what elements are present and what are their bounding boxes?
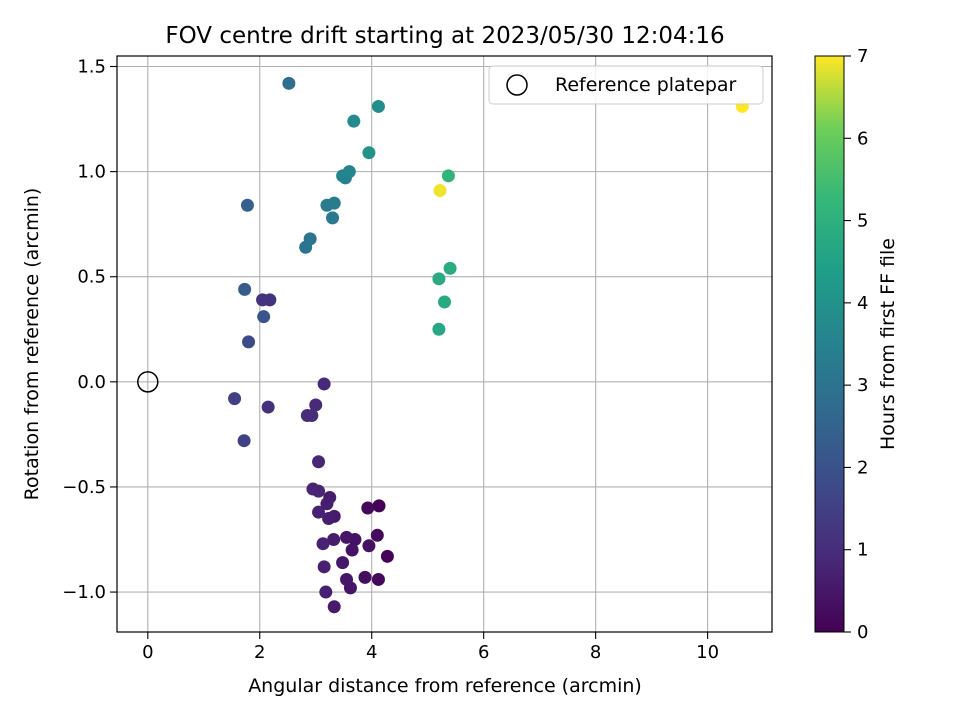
colorbar-tick-label: 3 (857, 375, 868, 396)
axis-ticks: 0 2 4 6 8 10 −1.0 −0.5 0.0 0.5 1.0 1.5 (62, 57, 719, 663)
data-point (371, 99, 385, 113)
data-point (432, 272, 446, 286)
data-point (370, 528, 384, 542)
plot-frame (116, 55, 773, 633)
data-point (309, 398, 323, 412)
y-tick-label: 1.0 (77, 162, 106, 183)
data-point (327, 533, 341, 547)
data-point (441, 169, 455, 183)
data-point (300, 408, 314, 422)
data-point (282, 76, 296, 90)
colorbar-tick-label: 0 (857, 622, 868, 643)
y-tick-label: 1.5 (77, 57, 106, 78)
x-tick-label: 6 (478, 642, 489, 663)
x-tick-label: 0 (142, 642, 153, 663)
data-point (256, 293, 270, 307)
colorbar-tick-label: 5 (857, 211, 868, 232)
data-point (322, 511, 336, 525)
data-point (317, 377, 331, 391)
data-point (317, 560, 331, 574)
colorbar-tick-label: 4 (857, 293, 868, 314)
data-point (438, 295, 451, 309)
data-point (306, 482, 320, 496)
colorbar: 0 1 2 3 4 5 6 7 Hours from first FF file (814, 46, 899, 643)
data-point (327, 600, 341, 614)
data-point (340, 530, 354, 544)
chart-title: FOV centre drift starting at 2023/05/30 … (165, 23, 724, 49)
x-tick-label: 10 (696, 642, 719, 663)
data-point (326, 211, 340, 225)
data-point (345, 543, 359, 557)
data-point (320, 497, 334, 511)
colorbar-tick-label: 1 (857, 540, 868, 561)
data-point (361, 501, 375, 515)
legend: Reference platepar (488, 65, 764, 105)
data-point (340, 572, 354, 586)
colorbar-tick-label: 2 (857, 457, 868, 478)
data-point (316, 537, 330, 551)
legend-box (488, 65, 764, 105)
data-point (240, 198, 254, 212)
data-point (372, 499, 386, 513)
data-point (257, 310, 271, 324)
scatter-points (228, 76, 749, 614)
data-point (319, 585, 333, 599)
data-point (312, 505, 326, 519)
y-tick-label: 0.5 (77, 267, 106, 288)
data-point (237, 434, 251, 448)
data-point (261, 400, 275, 414)
grid-lines (117, 56, 772, 632)
data-point (303, 232, 317, 246)
data-point (380, 549, 394, 563)
data-point (432, 322, 446, 336)
data-point (347, 114, 361, 128)
data-point (327, 196, 341, 210)
data-point (362, 539, 376, 553)
data-point (362, 146, 376, 160)
y-tick-label: −0.5 (62, 477, 106, 498)
y-tick-label: −1.0 (62, 582, 106, 603)
colorbar-gradient (814, 55, 845, 633)
y-tick-label: 0.0 (77, 372, 106, 393)
data-point (336, 556, 350, 570)
data-point (443, 261, 457, 275)
data-point (228, 392, 242, 406)
x-tick-label: 8 (590, 642, 601, 663)
colorbar-ticks: 0 1 2 3 4 5 6 7 (844, 46, 868, 643)
data-point (358, 570, 372, 584)
colorbar-tick-label: 6 (857, 128, 868, 149)
data-point (433, 184, 447, 198)
data-point (342, 165, 356, 179)
data-point (242, 335, 256, 349)
colorbar-label: Hours from first FF file (877, 238, 899, 450)
legend-marker-icon (506, 74, 528, 96)
x-tick-label: 4 (366, 642, 377, 663)
x-axis-label: Angular distance from reference (arcmin) (248, 675, 642, 697)
data-point (312, 455, 326, 469)
data-point (238, 282, 252, 296)
x-tick-label: 2 (254, 642, 265, 663)
y-axis-label: Rotation from reference (arcmin) (21, 188, 43, 501)
data-point (371, 572, 385, 586)
legend-entry: Reference platepar (555, 74, 737, 96)
colorbar-tick-label: 7 (857, 46, 868, 67)
reference-marker (137, 371, 159, 393)
